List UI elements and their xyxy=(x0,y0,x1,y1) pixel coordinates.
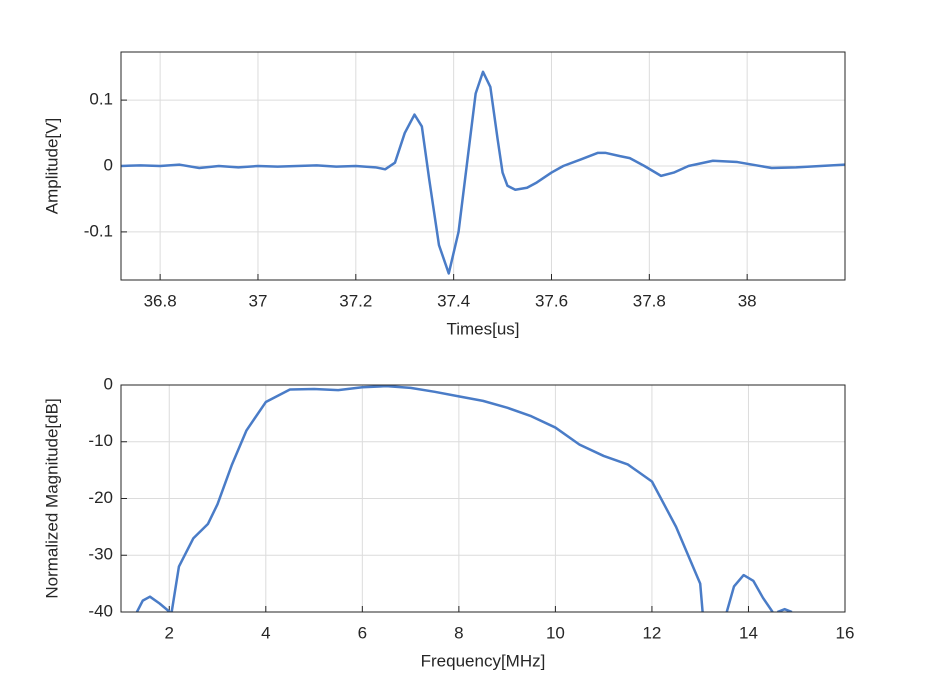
y-axis-label: Normalized Magnitude[dB] xyxy=(42,398,61,598)
x-tick-label: 37.4 xyxy=(437,291,470,310)
y-tick-label: 0 xyxy=(104,155,113,174)
x-tick-label: 37.6 xyxy=(535,291,568,310)
x-axis-label: Times[us] xyxy=(446,319,519,338)
y-tick-label: -0.1 xyxy=(84,221,113,240)
x-tick-label: 37.2 xyxy=(339,291,372,310)
axes-box xyxy=(120,51,846,281)
x-tick-label: 4 xyxy=(261,623,270,642)
y-tick-label: 0 xyxy=(104,374,113,393)
x-tick-label: 6 xyxy=(358,623,367,642)
x-tick-label: 12 xyxy=(642,623,661,642)
data-line xyxy=(121,70,845,275)
y-tick-label: -20 xyxy=(88,488,113,507)
x-tick-label: 10 xyxy=(546,623,565,642)
x-tick-label: 8 xyxy=(454,623,463,642)
x-tick-label: 16 xyxy=(836,623,855,642)
x-tick-label: 36.8 xyxy=(144,291,177,310)
y-axis-label: Amplitude[V] xyxy=(42,118,61,214)
x-tick-label: 37.8 xyxy=(633,291,666,310)
y-tick-label: -30 xyxy=(88,545,113,564)
y-tick-label: -40 xyxy=(88,601,113,620)
data-line xyxy=(135,385,793,612)
x-axis-label: Frequency[MHz] xyxy=(421,651,546,670)
x-tick-label: 2 xyxy=(165,623,174,642)
x-tick-label: 14 xyxy=(739,623,758,642)
x-tick-label: 37 xyxy=(249,291,268,310)
y-tick-label: -10 xyxy=(88,431,113,450)
x-tick-label: 38 xyxy=(738,291,757,310)
y-tick-label: 0.1 xyxy=(89,90,113,109)
axes-box xyxy=(120,384,846,613)
